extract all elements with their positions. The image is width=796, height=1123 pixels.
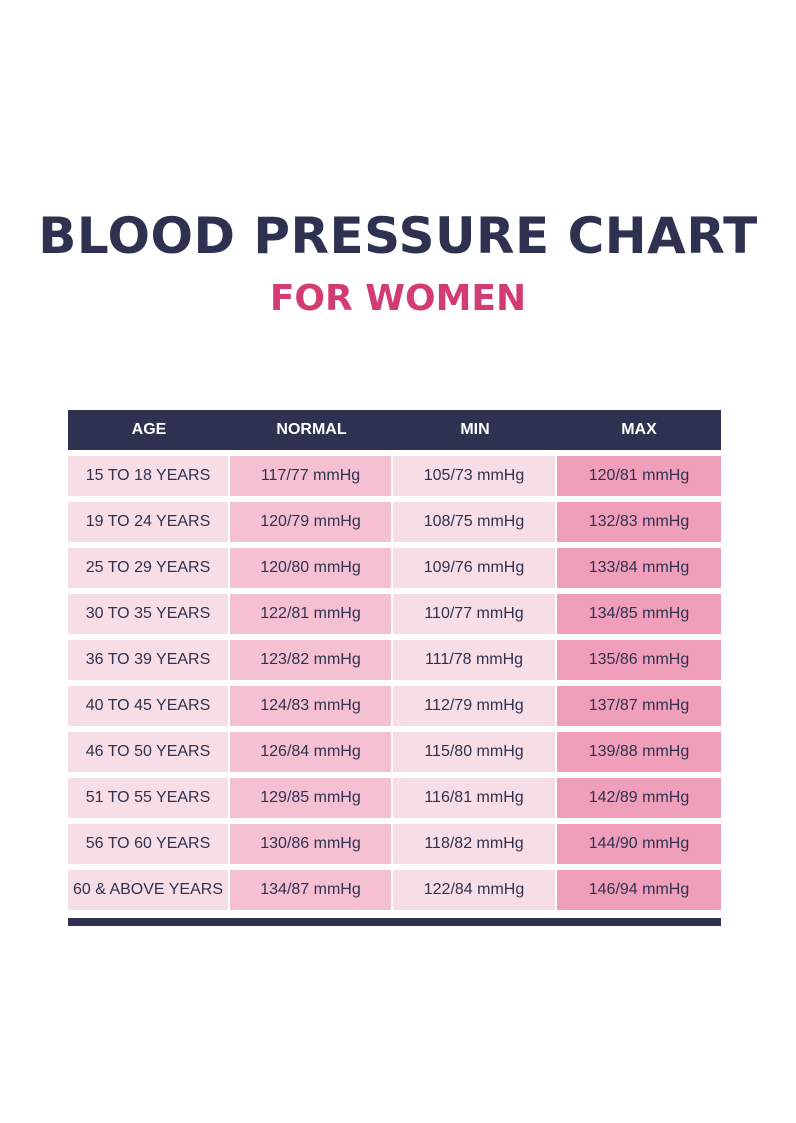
blood-pressure-table: AGE NORMAL MIN MAX 15 TO 18 YEARS 117/77 …	[68, 410, 721, 926]
cell-max: 133/84 mmHg	[557, 548, 721, 588]
cell-min: 118/82 mmHg	[393, 824, 557, 864]
page-title: BLOOD PRESSURE CHART	[38, 207, 758, 265]
cell-max: 132/83 mmHg	[557, 502, 721, 542]
cell-normal: 134/87 mmHg	[230, 870, 393, 910]
cell-age: 36 TO 39 YEARS	[68, 640, 230, 680]
cell-min: 122/84 mmHg	[393, 870, 557, 910]
table-row: 46 TO 50 YEARS 126/84 mmHg 115/80 mmHg 139/…	[68, 732, 721, 772]
cell-normal: 122/81 mmHg	[230, 594, 393, 634]
cell-max: 137/87 mmHg	[557, 686, 721, 726]
cell-normal: 117/77 mmHg	[230, 456, 393, 496]
cell-age: 60 & ABOVE YEARS	[68, 870, 230, 910]
cell-age: 46 TO 50 YEARS	[68, 732, 230, 772]
table-row: 30 TO 35 YEARS 122/81 mmHg 110/77 mmHg 134/…	[68, 594, 721, 634]
cell-age: 51 TO 55 YEARS	[68, 778, 230, 818]
table-row: 51 TO 55 YEARS 129/85 mmHg 116/81 mmHg 142/…	[68, 778, 721, 818]
header-min: MIN	[460, 421, 490, 438]
cell-max: 134/85 mmHg	[557, 594, 721, 634]
cell-min: 108/75 mmHg	[393, 502, 557, 542]
cell-max: 142/89 mmHg	[557, 778, 721, 818]
table-row: 19 TO 24 YEARS 120/79 mmHg 108/75 mmHg 132/…	[68, 502, 721, 542]
table-body: 15 TO 18 YEARS 117/77 mmHg 105/73 mmHg 120/…	[68, 450, 721, 910]
header-max: MAX	[621, 421, 657, 438]
cell-max: 146/94 mmHg	[557, 870, 721, 910]
cell-normal: 123/82 mmHg	[230, 640, 393, 680]
cell-max: 135/86 mmHg	[557, 640, 721, 680]
cell-min: 110/77 mmHg	[393, 594, 557, 634]
table-row: 36 TO 39 YEARS 123/82 mmHg 111/78 mmHg 135/…	[68, 640, 721, 680]
cell-normal: 126/84 mmHg	[230, 732, 393, 772]
cell-min: 111/78 mmHg	[393, 640, 557, 680]
cell-min: 115/80 mmHg	[393, 732, 557, 772]
cell-age: 56 TO 60 YEARS	[68, 824, 230, 864]
cell-max: 120/81 mmHg	[557, 456, 721, 496]
cell-age: 15 TO 18 YEARS	[68, 456, 230, 496]
header-normal: NORMAL	[276, 421, 347, 438]
table-row: 40 TO 45 YEARS 124/83 mmHg 112/79 mmHg 137/…	[68, 686, 721, 726]
cell-normal: 120/79 mmHg	[230, 502, 393, 542]
table-footer-bar	[68, 918, 721, 926]
cell-normal: 120/80 mmHg	[230, 548, 393, 588]
cell-min: 116/81 mmHg	[393, 778, 557, 818]
cell-max: 139/88 mmHg	[557, 732, 721, 772]
table-row: 60 & ABOVE YEARS 134/87 mmHg 122/84 mmHg 14…	[68, 870, 721, 910]
table-row: 15 TO 18 YEARS 117/77 mmHg 105/73 mmHg 120/…	[68, 456, 721, 496]
cell-normal: 130/86 mmHg	[230, 824, 393, 864]
cell-age: 30 TO 35 YEARS	[68, 594, 230, 634]
cell-max: 144/90 mmHg	[557, 824, 721, 864]
cell-normal: 124/83 mmHg	[230, 686, 393, 726]
cell-min: 112/79 mmHg	[393, 686, 557, 726]
cell-age: 19 TO 24 YEARS	[68, 502, 230, 542]
page-subtitle: FOR WOMEN	[269, 278, 527, 319]
cell-min: 109/76 mmHg	[393, 548, 557, 588]
table-row: 56 TO 60 YEARS 130/86 mmHg 118/82 mmHg 144/…	[68, 824, 721, 864]
cell-normal: 129/85 mmHg	[230, 778, 393, 818]
header-age: AGE	[131, 421, 167, 438]
cell-age: 25 TO 29 YEARS	[68, 548, 230, 588]
table-row: 25 TO 29 YEARS 120/80 mmHg 109/76 mmHg 133/…	[68, 548, 721, 588]
table-header: AGE NORMAL MIN MAX	[68, 410, 721, 450]
cell-min: 105/73 mmHg	[393, 456, 557, 496]
cell-age: 40 TO 45 YEARS	[68, 686, 230, 726]
